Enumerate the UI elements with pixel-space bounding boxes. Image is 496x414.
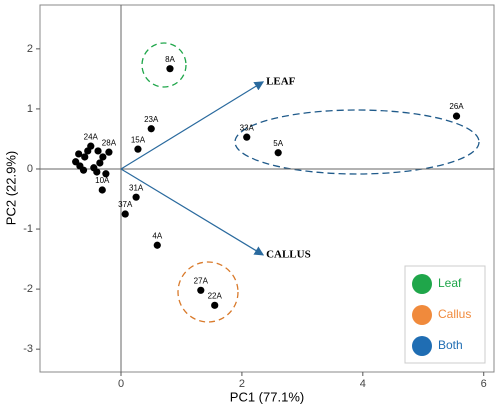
point — [93, 168, 101, 176]
x-tick-label: 6 — [481, 378, 487, 390]
point-label: 8A — [165, 55, 175, 64]
point-label: 33A — [240, 123, 255, 132]
point — [153, 241, 161, 249]
point — [243, 133, 251, 141]
legend-swatch — [412, 305, 432, 325]
legend-label: Leaf — [438, 276, 462, 290]
point — [274, 149, 282, 157]
point-label: 23A — [144, 115, 159, 124]
point-label: 15A — [131, 135, 146, 144]
y-tick-label: 2 — [27, 43, 33, 55]
legend-label: Callus — [438, 307, 471, 321]
point — [121, 210, 129, 218]
point-label: 28A — [102, 138, 117, 147]
point — [94, 147, 102, 155]
point — [99, 153, 107, 161]
point — [452, 112, 461, 120]
point — [105, 148, 113, 156]
point — [197, 286, 205, 294]
point-label: 31A — [129, 183, 144, 192]
loading-arrow — [120, 81, 265, 170]
point — [134, 145, 142, 153]
legend-label: Both — [438, 338, 463, 352]
loading-arrow — [120, 168, 265, 256]
point — [79, 166, 88, 174]
legend-swatch — [412, 336, 432, 356]
x-tick-label: 0 — [118, 378, 124, 390]
x-tick-label: 2 — [239, 378, 245, 390]
point-label: 27A — [194, 276, 209, 285]
point — [132, 193, 140, 201]
both-ellipse — [234, 109, 480, 175]
point — [102, 170, 110, 178]
point-label: 4A — [152, 231, 162, 240]
point — [75, 150, 83, 158]
point — [84, 147, 92, 155]
y-tick-label: 0 — [27, 163, 33, 175]
point-label: 26A — [449, 102, 464, 111]
y-tick-label: -2 — [23, 283, 33, 295]
point-label: 10A — [95, 176, 110, 185]
point-label: 22A — [208, 291, 223, 300]
x-axis-title: PC1 (77.1%) — [230, 389, 304, 404]
point-label: 37A — [118, 200, 133, 209]
loading-label: CALLUS — [266, 248, 311, 260]
point-label: 24A — [84, 132, 99, 141]
y-tick-label: -1 — [23, 223, 33, 235]
callus-ellipse — [177, 261, 239, 323]
point-label: 5A — [273, 139, 283, 148]
loading-label: LEAF — [266, 75, 296, 87]
point — [98, 186, 106, 194]
point — [166, 65, 174, 73]
point — [96, 159, 104, 167]
point — [147, 125, 155, 133]
y-tick-label: -3 — [23, 343, 33, 355]
point — [211, 301, 219, 309]
point — [81, 153, 89, 161]
y-tick-label: 1 — [27, 103, 33, 115]
y-axis-title: PC2 (22.9%) — [3, 151, 18, 225]
legend-swatch — [412, 274, 432, 294]
x-tick-label: 4 — [360, 378, 366, 390]
leaf-ellipse — [141, 42, 187, 88]
